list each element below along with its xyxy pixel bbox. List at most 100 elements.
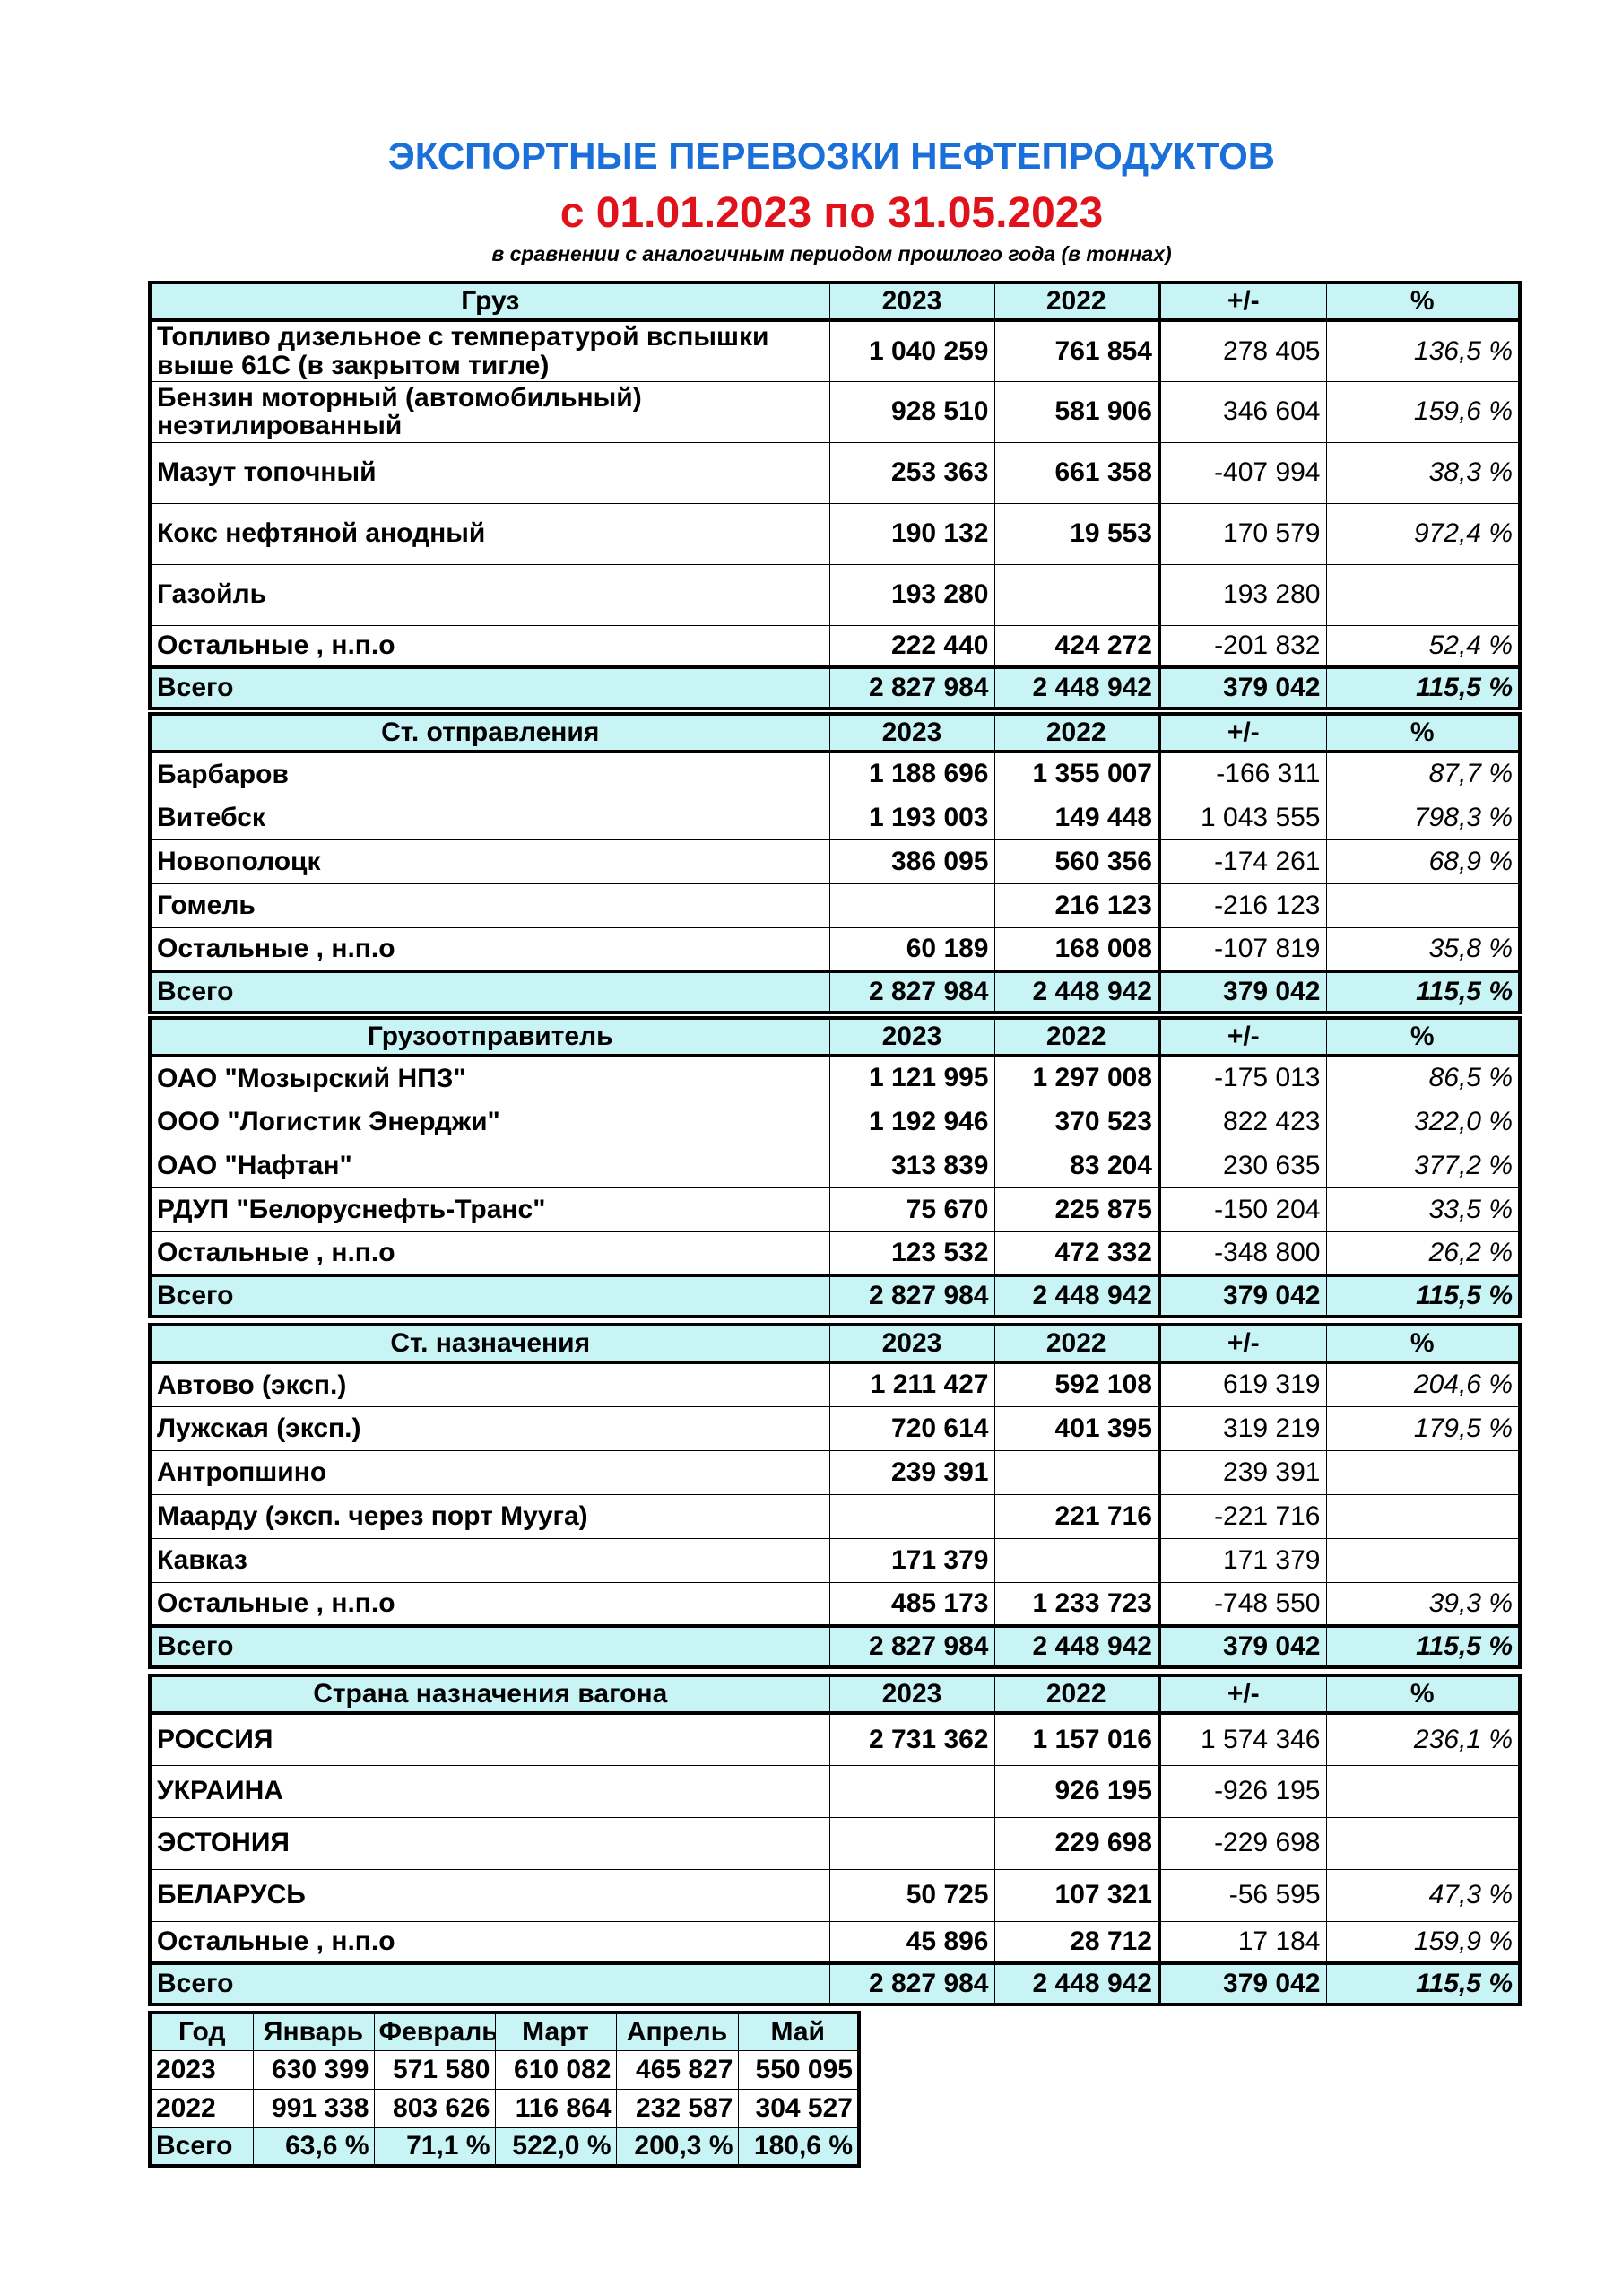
table-cell: 229 698 xyxy=(993,1816,1161,1870)
data-row: Топливо дизельное с температурой вспышки… xyxy=(149,319,1521,382)
table-cell: +/- xyxy=(1158,1674,1327,1715)
table-cell: % xyxy=(1325,713,1521,753)
table-cell: 926 195 xyxy=(993,1764,1161,1818)
table-cell: 2 827 984 xyxy=(828,970,995,1013)
table-cell: 972,4 % xyxy=(1325,502,1521,565)
table-cell: -221 716 xyxy=(1158,1493,1327,1539)
table-cell: 2023 xyxy=(828,1324,995,1364)
data-row: ЭСТОНИЯ 229 698 -229 698 xyxy=(149,1816,1521,1870)
table-cell: РОССИЯ xyxy=(149,1712,830,1766)
table-cell: 225 875 xyxy=(993,1187,1161,1232)
table-cell: 2 448 942 xyxy=(993,1274,1161,1318)
table-cell: 45 896 xyxy=(828,1920,995,1964)
table-cell: 115,5 % xyxy=(1325,1624,1521,1668)
title: ЭКСПОРТНЫЕ ПЕРЕВОЗКИ НЕФТЕПРОДУКТОВ xyxy=(387,135,1276,177)
table-cell: 2 827 984 xyxy=(828,1274,995,1318)
table-cell: 2023 xyxy=(828,282,995,322)
data-row: ОАО "Нафтан" 313 839 83 204 230 635 377,2 % xyxy=(149,1143,1521,1188)
total-row: Всего 2 827 984 2 448 942 379 042 115,5 % xyxy=(149,1274,1521,1318)
table-cell: Ст. отправления xyxy=(149,713,830,753)
table-cell: 168 008 xyxy=(993,926,1161,972)
table-cell: БЕЛАРУСЬ xyxy=(149,1868,830,1922)
table-cell: Остальные , н.п.о xyxy=(149,1231,830,1276)
table-body: Год Январь Февраль Март Апрель Май 2023 630 399… xyxy=(149,2012,860,2167)
table-cell: 86,5 % xyxy=(1325,1055,1521,1100)
table-cell: ЭСТОНИЯ xyxy=(149,1816,830,1870)
table-cell: Февраль xyxy=(373,2012,496,2051)
table-cell: % xyxy=(1325,282,1521,322)
data-row: Барбаров 1 188 696 1 355 007 -166 311 87,7 % xyxy=(149,751,1521,796)
months-table: Год Январь Февраль Март Апрель Май 2023 630 399… xyxy=(148,2011,861,2168)
table-cell: 377,2 % xyxy=(1325,1143,1521,1188)
data-row: Остальные , н.п.о 485 173 1 233 723 -748 55… xyxy=(149,1581,1521,1627)
table-cell: 2 448 942 xyxy=(993,1624,1161,1668)
table-cell: 313 839 xyxy=(828,1143,995,1188)
data-row: Новополоцк 386 095 560 356 -174 261 68,9 % xyxy=(149,839,1521,884)
table-cell: 928 510 xyxy=(828,380,995,443)
table-cell: 1 121 995 xyxy=(828,1055,995,1100)
table-cell: Всего xyxy=(149,1624,830,1668)
table-cell xyxy=(1325,1537,1521,1583)
table-cell: 1 193 003 xyxy=(828,795,995,840)
table-cell: 379 042 xyxy=(1158,1961,1327,2005)
total-row: Всего 2 827 984 2 448 942 379 042 115,5 % xyxy=(149,970,1521,1013)
table-cell: Топливо дизельное с температурой вспышки… xyxy=(149,319,830,382)
table-cell xyxy=(828,1493,995,1539)
table-cell: 26,2 % xyxy=(1325,1231,1521,1276)
section-table: Грузоотправитель 2023 2022 +/-% ОАО "Мозырск… xyxy=(148,1016,1522,1318)
table-cell: Остальные , н.п.о xyxy=(149,926,830,972)
total-row: Всего 2 827 984 2 448 942 379 042 115,5 % xyxy=(149,1624,1521,1668)
table-cell: Новополоцк xyxy=(149,839,830,884)
table-cell: Газойль xyxy=(149,563,830,626)
table-cell: 179,5 % xyxy=(1325,1405,1521,1451)
table-cell xyxy=(1325,1449,1521,1495)
table-cell: 116 864 xyxy=(494,2088,617,2128)
table-cell: 1 188 696 xyxy=(828,751,995,796)
table-cell: 171 379 xyxy=(1158,1537,1327,1583)
table-cell: Страна назначения вагона xyxy=(149,1674,830,1715)
table-cell: % xyxy=(1325,1674,1521,1715)
table-cell: 204,6 % xyxy=(1325,1361,1521,1407)
table-body: Грузоотправитель 2023 2022 +/-% ОАО "Мозырск… xyxy=(149,1017,1521,1318)
data-row: Лужская (эксп.) 720 614 401 395 319 219 179,… xyxy=(149,1405,1521,1451)
table-cell: 798,3 % xyxy=(1325,795,1521,840)
table-cell: Барбаров xyxy=(149,751,830,796)
data-row: РДУП "Белоруснефть-Транс" 75 670 225 875 -1… xyxy=(149,1187,1521,1232)
table-cell: 761 854 xyxy=(993,319,1161,382)
table-cell: Март xyxy=(494,2012,617,2051)
table-cell: Лужская (эксп.) xyxy=(149,1405,830,1451)
table-cell: -926 195 xyxy=(1158,1764,1327,1818)
section-table: Страна назначения вагона 2023 2022 +/-% РОСС… xyxy=(148,1674,1522,2006)
table-cell: 222 440 xyxy=(828,624,995,668)
table-cell: 379 042 xyxy=(1158,970,1327,1013)
table-cell: 1 040 259 xyxy=(828,319,995,382)
table-cell: 221 716 xyxy=(993,1493,1161,1539)
table-cell: 560 356 xyxy=(993,839,1161,884)
table-cell: Всего xyxy=(149,665,830,709)
table-cell: -748 550 xyxy=(1158,1581,1327,1627)
table-cell: Антропшино xyxy=(149,1449,830,1495)
table-cell: 661 358 xyxy=(993,441,1161,504)
table-cell: 190 132 xyxy=(828,502,995,565)
table-cell: 379 042 xyxy=(1158,1624,1327,1668)
table-cell xyxy=(1325,1816,1521,1870)
section-table: Ст. назначения 2023 2022 +/-% Автово (эксп.)… xyxy=(148,1323,1522,1669)
table-cell: 200,3 % xyxy=(615,2126,739,2167)
table-cell: 39,3 % xyxy=(1325,1581,1521,1627)
table-cell: 2 827 984 xyxy=(828,665,995,709)
table-cell xyxy=(828,883,995,928)
table-cell: 2022 xyxy=(993,1674,1161,1715)
header-row: Груз 2023 2022 +/-% xyxy=(149,282,1521,322)
table-cell: -166 311 xyxy=(1158,751,1327,796)
table-cell: Грузоотправитель xyxy=(149,1017,830,1057)
table-cell: 115,5 % xyxy=(1325,1274,1521,1318)
section-table: Ст. отправления 2023 2022 +/-% Барбаров 1 188… xyxy=(148,712,1522,1014)
table-cell: Остальные , н.п.о xyxy=(149,624,830,668)
table-cell: -216 123 xyxy=(1158,883,1327,928)
table-cell: Бензин моторный (автомобильный) неэтилир… xyxy=(149,380,830,443)
table-cell: УКРАИНА xyxy=(149,1764,830,1818)
table-cell: 2023 xyxy=(828,1017,995,1057)
table-cell: 472 332 xyxy=(993,1231,1161,1276)
table-cell: -56 595 xyxy=(1158,1868,1327,1922)
table-cell: Остальные , н.п.о xyxy=(149,1920,830,1964)
